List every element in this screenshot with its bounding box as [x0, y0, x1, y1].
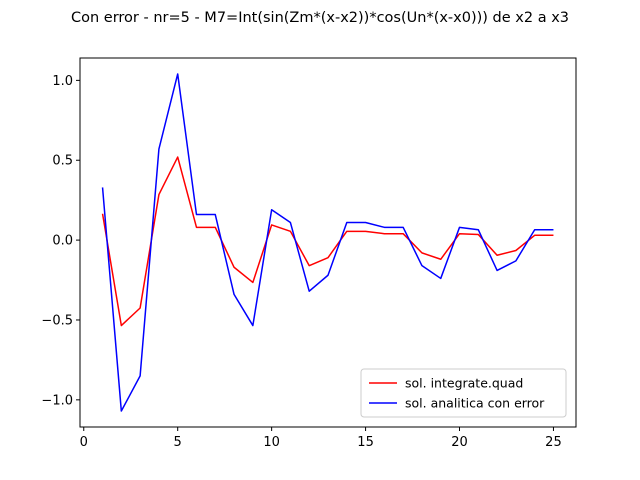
- series-line-2: [101, 73, 554, 412]
- x-tick-label: 20: [451, 435, 468, 450]
- x-tick-label: 0: [80, 435, 88, 450]
- legend: sol. integrate.quad sol. analitica con er…: [360, 368, 567, 418]
- legend-box: [360, 368, 567, 418]
- series-layer: [101, 73, 554, 412]
- legend-label-2: sol. analitica con error: [405, 396, 545, 411]
- series-line-1: [101, 156, 554, 327]
- x-tick-label: 15: [357, 435, 374, 450]
- x-axis: 0 5 10 15 20 25: [80, 427, 562, 450]
- plot-frame: [79, 57, 577, 428]
- x-tick-label: 5: [174, 435, 182, 450]
- y-tick-label: 0.0: [52, 234, 73, 249]
- y-tick-label: −1.0: [41, 393, 73, 408]
- y-tick-label: 0.5: [52, 154, 73, 169]
- y-tick-label: −0.5: [41, 313, 73, 328]
- y-tick-label: 1.0: [52, 74, 73, 89]
- chart-title: Con error - nr=5 - M7=Int(sin(Zm*(x-x2))…: [71, 10, 569, 26]
- legend-label-1: sol. integrate.quad: [405, 376, 523, 391]
- x-tick-label: 25: [545, 435, 562, 450]
- x-tick-label: 10: [263, 435, 280, 450]
- y-axis: −1.0 −0.5 0.0 0.5 1.0: [41, 74, 80, 408]
